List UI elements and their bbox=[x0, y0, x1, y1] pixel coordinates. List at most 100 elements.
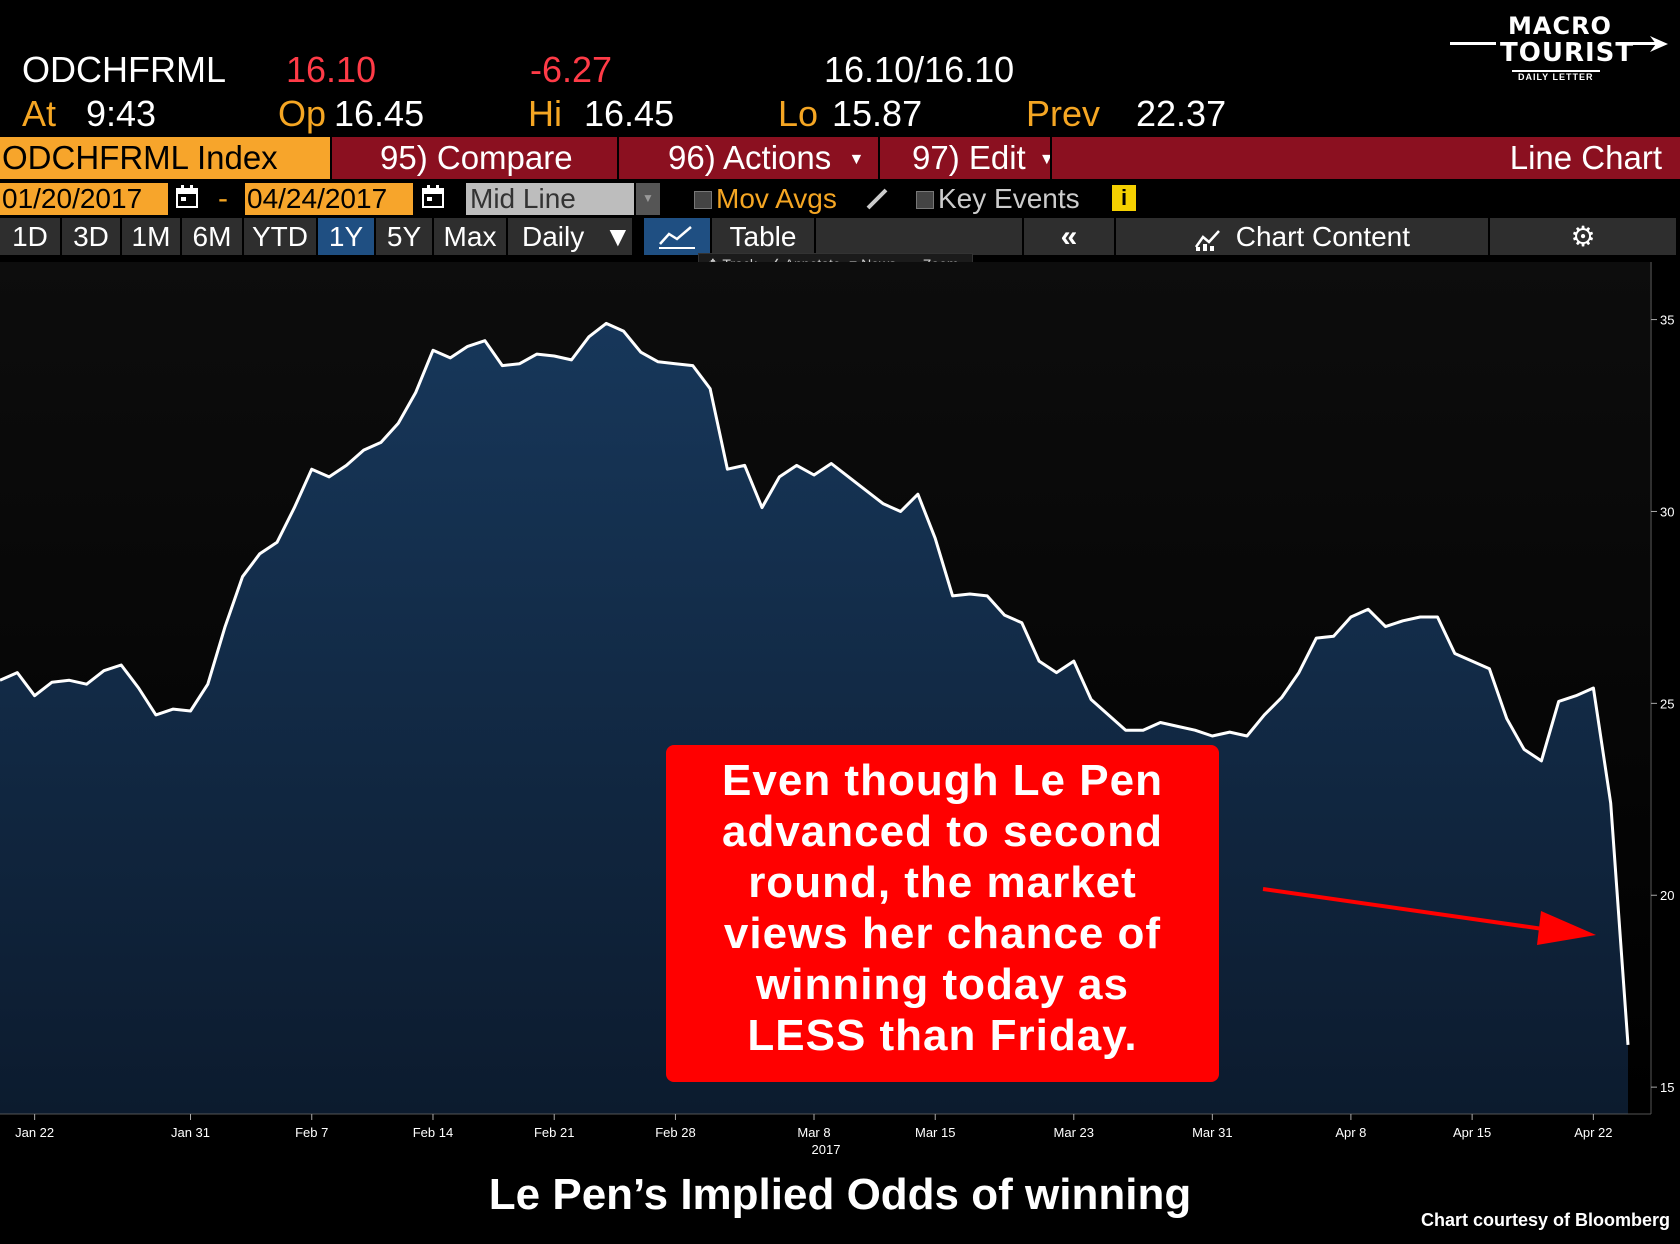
separator bbox=[617, 137, 619, 179]
range-ytd-button[interactable]: YTD bbox=[244, 218, 316, 255]
x-tick-label: Jan 22 bbox=[15, 1125, 54, 1140]
logo-line-2: TOURIST bbox=[1500, 38, 1635, 68]
logo-arrowhead-icon bbox=[1650, 36, 1668, 52]
odds-area-chart[interactable]: 15 20 25 30 35 Jan 22 Jan 31 Feb 7 Feb 14 Feb 21… bbox=[0, 262, 1680, 1162]
chart-type-label[interactable]: Line Chart bbox=[1509, 139, 1662, 176]
x-year-label: 2017 bbox=[812, 1142, 841, 1157]
actions-label: 96) Actions bbox=[668, 139, 832, 176]
info-icon[interactable]: i bbox=[1112, 185, 1136, 211]
callout-line: advanced to second bbox=[721, 807, 1163, 856]
range-5y-button[interactable]: 5Y bbox=[376, 218, 432, 255]
x-tick-label: Jan 31 bbox=[171, 1125, 210, 1140]
callout-line: winning today as bbox=[756, 960, 1129, 1009]
y-tick-label: 30 bbox=[1660, 504, 1674, 519]
range-6m-button[interactable]: 6M bbox=[182, 218, 242, 255]
y-axis: 15 20 25 30 35 bbox=[1651, 313, 1674, 1095]
edit-label: 97) Edit bbox=[912, 139, 1026, 176]
at-label: At bbox=[22, 93, 57, 134]
date-range-dash: - bbox=[218, 182, 228, 215]
callout-line: round, the market bbox=[748, 858, 1137, 907]
edit-button[interactable]: 97) Edit ▼ bbox=[912, 137, 1055, 179]
x-tick-label: Mar 15 bbox=[915, 1125, 955, 1140]
compare-button[interactable]: 95) Compare bbox=[380, 139, 573, 176]
callout-line: LESS than Friday. bbox=[747, 1011, 1138, 1060]
line-chart-view-button[interactable] bbox=[644, 218, 710, 255]
range-1d-button[interactable]: 1D bbox=[0, 218, 60, 255]
calendar-icon[interactable] bbox=[422, 185, 444, 209]
x-tick-label: Apr 8 bbox=[1335, 1125, 1366, 1140]
table-view-button[interactable]: Table bbox=[712, 218, 814, 255]
caret-down-icon: ▼ bbox=[604, 221, 632, 252]
x-tick-label: Mar 8 bbox=[797, 1125, 830, 1140]
command-bar: ODCHFRML Index 95) Compare 96) Actions ▼… bbox=[0, 137, 1680, 179]
caret-down-icon: ▼ bbox=[1038, 151, 1055, 169]
caret-down-icon: ▼ bbox=[848, 151, 865, 169]
end-date-field[interactable]: 04/24/2017 bbox=[245, 183, 413, 215]
open-label: Op bbox=[278, 93, 327, 134]
mov-avgs-checkbox[interactable] bbox=[694, 191, 712, 209]
x-tick-label: Apr 15 bbox=[1453, 1125, 1491, 1140]
bid-ask: 16.10/16.10 bbox=[824, 49, 1015, 90]
pencil-icon[interactable] bbox=[864, 186, 890, 212]
toolbar-spacer bbox=[816, 218, 1022, 255]
collapse-button[interactable]: « bbox=[1024, 218, 1114, 255]
range-max-button[interactable]: Max bbox=[434, 218, 506, 255]
x-tick-label: Feb 21 bbox=[534, 1125, 574, 1140]
logo-arrow-right bbox=[1618, 42, 1658, 45]
chart-content-label: Chart Content bbox=[1235, 221, 1411, 252]
y-tick-label: 15 bbox=[1660, 1080, 1674, 1095]
annotation-callout: Even though Le Pen advanced to second ro… bbox=[666, 745, 1219, 1082]
ticker: ODCHFRML bbox=[22, 49, 226, 90]
double-chevron-left-icon: « bbox=[1060, 220, 1078, 253]
line-chart-icon bbox=[659, 226, 695, 249]
high-label: Hi bbox=[528, 93, 562, 134]
settings-button[interactable]: ⚙ bbox=[1490, 218, 1676, 255]
start-date-field[interactable]: 01/20/2017 bbox=[0, 183, 168, 215]
y-tick-label: 20 bbox=[1660, 888, 1674, 903]
x-axis: Jan 22 Jan 31 Feb 7 Feb 14 Feb 21 Feb 28 Mar 8… bbox=[15, 1114, 1613, 1157]
price-type-select[interactable]: Mid Line bbox=[466, 183, 634, 215]
separator bbox=[878, 137, 880, 179]
chart-credit: Chart courtesy of Bloomberg bbox=[1420, 1210, 1670, 1230]
security-field[interactable]: ODCHFRML Index bbox=[0, 137, 330, 179]
key-events-checkbox[interactable] bbox=[916, 191, 934, 209]
price-type-dropdown[interactable]: ▼ bbox=[636, 183, 660, 215]
separator bbox=[1050, 137, 1052, 179]
odds-series-line bbox=[0, 321, 1630, 1046]
low-value: 15.87 bbox=[832, 93, 923, 134]
calendar-icon[interactable] bbox=[176, 185, 198, 209]
odds-area-fill bbox=[0, 323, 1628, 1114]
x-tick-label: Feb 14 bbox=[413, 1125, 453, 1140]
callout-line: Even though Le Pen bbox=[722, 756, 1163, 805]
macro-tourist-logo: MACRO TOURIST DAILY LETTER bbox=[1450, 8, 1672, 88]
x-tick-label: Feb 7 bbox=[295, 1125, 328, 1140]
period-label: Daily bbox=[522, 221, 585, 252]
x-tick-label: Mar 23 bbox=[1054, 1125, 1094, 1140]
key-events-label: Key Events bbox=[938, 183, 1080, 214]
range-row: 1D 3D 1M 6M YTD 1Y 5Y Max Daily ▼ Table … bbox=[0, 218, 1680, 255]
actions-button[interactable]: 96) Actions ▼ bbox=[668, 137, 864, 179]
low-label: Lo bbox=[778, 93, 819, 134]
range-3d-button[interactable]: 3D bbox=[62, 218, 120, 255]
y-tick-label: 25 bbox=[1660, 696, 1674, 711]
callout-text: Even though Le Pen advanced to second ro… bbox=[666, 755, 1219, 1061]
at-value: 9:43 bbox=[86, 93, 157, 134]
range-1y-button[interactable]: 1Y bbox=[318, 218, 374, 255]
y-tick-label: 35 bbox=[1660, 313, 1674, 328]
callout-line: views her chance of bbox=[723, 909, 1162, 958]
chart-content-button[interactable]: Chart Content bbox=[1116, 218, 1488, 255]
prev-value: 22.37 bbox=[1136, 93, 1227, 134]
open-value: 16.45 bbox=[334, 93, 425, 134]
caret-down-icon: ▼ bbox=[642, 191, 654, 205]
x-tick-label: Feb 28 bbox=[655, 1125, 695, 1140]
period-select[interactable]: Daily ▼ bbox=[508, 218, 632, 255]
high-value: 16.45 bbox=[584, 93, 675, 134]
range-1m-button[interactable]: 1M bbox=[122, 218, 180, 255]
net-change: -6.27 bbox=[530, 49, 613, 90]
logo-arrow-left bbox=[1450, 42, 1496, 45]
gear-icon: ⚙ bbox=[1570, 221, 1596, 252]
prev-label: Prev bbox=[1026, 93, 1101, 134]
logo-line-3: DAILY LETTER bbox=[1512, 70, 1600, 82]
separator bbox=[330, 137, 332, 179]
chart-content-icon bbox=[1194, 229, 1220, 251]
